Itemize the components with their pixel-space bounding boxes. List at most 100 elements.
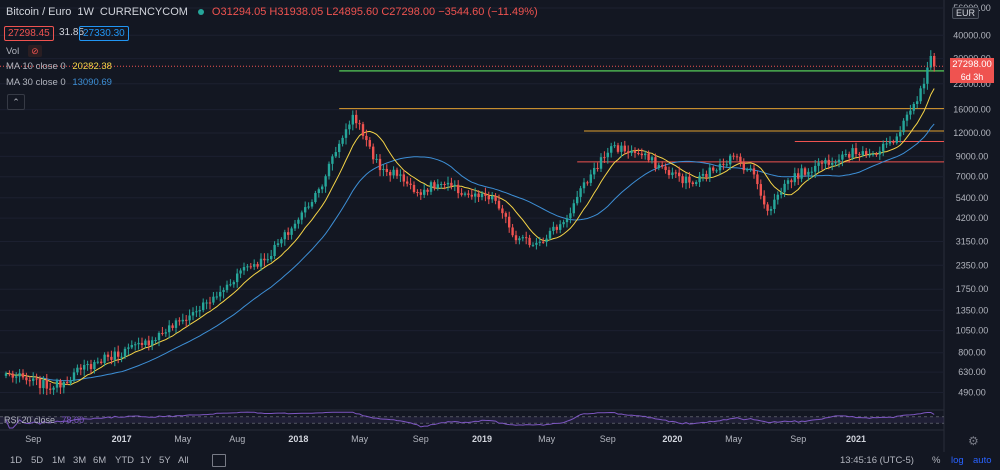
- timeframe-5y[interactable]: 5Y: [159, 455, 171, 466]
- candle-body: [919, 88, 922, 102]
- candle-body: [236, 273, 239, 283]
- candle-body: [161, 332, 164, 334]
- candle-body: [871, 154, 875, 156]
- rsi-line[interactable]: [5, 411, 935, 429]
- log-toggle[interactable]: log: [951, 455, 964, 466]
- y-tick-label: 7000.00: [956, 172, 989, 182]
- candle-body: [202, 302, 205, 311]
- candle-body: [895, 136, 898, 143]
- candle-body: [443, 183, 446, 185]
- currency-label[interactable]: EUR: [952, 7, 980, 19]
- timeframe-1y[interactable]: 1Y: [140, 455, 152, 466]
- symbol-header: Bitcoin / Euro 1W CURRENCYCOM O31294.05 …: [6, 6, 538, 18]
- date-range-icon[interactable]: [212, 454, 226, 467]
- candle-body: [606, 152, 609, 158]
- candle-body: [623, 145, 626, 152]
- candle-body: [52, 387, 55, 390]
- candle-body: [253, 264, 256, 267]
- candle-body: [868, 154, 871, 156]
- timeframe-all[interactable]: All: [178, 455, 189, 466]
- hidden-eye-icon[interactable]: ⊘: [27, 45, 42, 57]
- legend-vol[interactable]: Vol ⊘: [6, 45, 42, 57]
- candle-body: [933, 55, 936, 67]
- collapse-legend-icon[interactable]: ⌃: [7, 94, 25, 110]
- candle-body: [681, 176, 684, 184]
- y-tick-label: 40000.00: [953, 30, 991, 40]
- y-tick-label: 800.00: [958, 348, 986, 358]
- y-tick-label: 2350.00: [956, 260, 989, 270]
- clock-time[interactable]: 13:45:16 (UTC-5): [840, 455, 914, 466]
- candle-body: [555, 226, 558, 230]
- candle-body: [300, 212, 303, 220]
- candle-body: [440, 183, 443, 185]
- candle-body: [239, 270, 242, 274]
- candle-body: [565, 218, 569, 223]
- ma10-line[interactable]: [5, 88, 935, 386]
- auto-toggle[interactable]: auto: [973, 455, 992, 466]
- candle-body: [480, 193, 484, 198]
- settings-gear-icon[interactable]: ⚙: [968, 434, 979, 448]
- candle-body: [905, 114, 909, 121]
- timeframe-3m[interactable]: 3M: [73, 455, 87, 466]
- candle-body: [698, 175, 701, 183]
- candle-body: [712, 167, 715, 171]
- timeframe-1m[interactable]: 1M: [52, 455, 66, 466]
- ma10-value: 20282.38: [72, 61, 112, 72]
- candle-body: [814, 165, 817, 172]
- candle-body: [120, 356, 123, 358]
- ma30-value: 13090.69: [72, 77, 112, 88]
- candle-body: [21, 373, 25, 378]
- interval-label[interactable]: 1W: [77, 6, 94, 18]
- candle-body: [695, 182, 698, 184]
- candle-body: [837, 159, 841, 163]
- candle-body: [603, 157, 606, 159]
- candle-body: [528, 237, 531, 246]
- candle-body: [338, 143, 341, 153]
- candle-body: [314, 192, 317, 203]
- candle-body: [589, 174, 592, 183]
- vol-label: Vol: [6, 46, 20, 57]
- candle-body: [460, 193, 463, 195]
- y-tick-label: 16000.00: [953, 105, 991, 115]
- timeframe-5d[interactable]: 5D: [31, 455, 44, 466]
- candle-body: [72, 372, 76, 381]
- legend-ma30[interactable]: MA 30 close 0 13090.69: [6, 77, 112, 88]
- x-tick-label: 2018: [288, 434, 308, 444]
- timeframe-1d[interactable]: 1D: [10, 455, 23, 466]
- ma30-line[interactable]: [12, 123, 935, 382]
- percent-toggle[interactable]: %: [932, 455, 941, 466]
- y-tick-label: 12000.00: [953, 128, 991, 138]
- candle-body: [763, 195, 766, 205]
- timeframe-6m[interactable]: 6M: [93, 455, 107, 466]
- candle-body: [552, 226, 555, 231]
- candle-body: [535, 242, 538, 245]
- candle-body: [749, 168, 752, 170]
- candle-body: [780, 192, 783, 195]
- timeframe-ytd[interactable]: YTD: [115, 455, 134, 466]
- exchange-label: CURRENCYCOM: [99, 6, 188, 18]
- candle-body: [640, 153, 643, 156]
- candle-body: [208, 302, 212, 304]
- candle-body: [559, 224, 562, 230]
- buy-price-box[interactable]: 27330.30: [79, 26, 129, 41]
- candle-body: [446, 182, 450, 185]
- sell-price-box[interactable]: 27298.45: [4, 26, 54, 41]
- candle-body: [365, 135, 368, 141]
- rsi-legend[interactable]: RSI 20 close 78.00: [4, 415, 84, 425]
- candle-body: [171, 325, 174, 328]
- candle-body: [154, 340, 157, 342]
- candle-body: [769, 209, 773, 211]
- candle-body: [331, 156, 334, 164]
- candle-body: [831, 163, 834, 165]
- candle-body: [474, 193, 477, 197]
- candle-body: [276, 243, 280, 245]
- symbol-name[interactable]: Bitcoin / Euro: [6, 6, 72, 18]
- legend-ma10[interactable]: MA 10 close 0 20282.38: [6, 61, 112, 72]
- candle-body: [358, 123, 361, 125]
- x-tick-label: May: [538, 434, 556, 444]
- candle-body: [674, 172, 677, 174]
- candle-body: [59, 380, 62, 388]
- candle-body: [650, 157, 654, 161]
- candle-body: [32, 378, 35, 381]
